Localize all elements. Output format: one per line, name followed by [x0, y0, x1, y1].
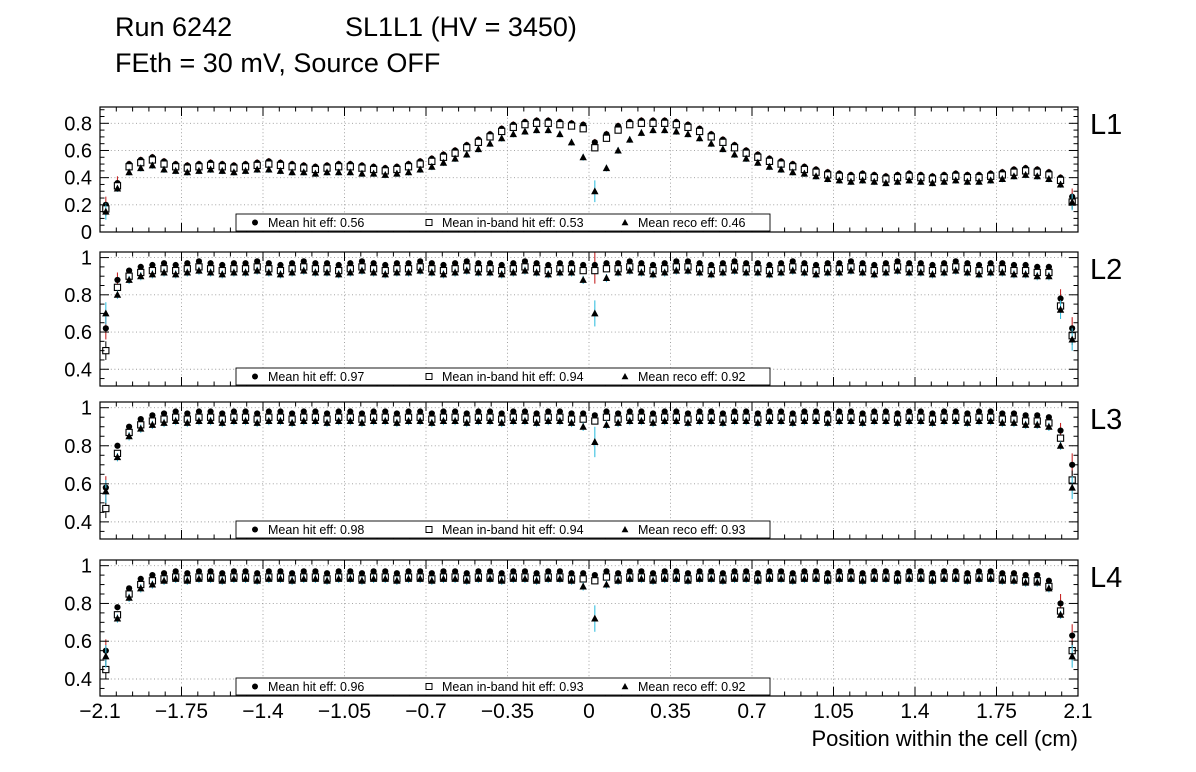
triangle-marker-icon — [621, 373, 629, 380]
series-inband-markers — [102, 119, 1076, 213]
series-inband-errorbars — [105, 574, 1073, 679]
efficiency-chart: 0 0.2 0.4 0.6 0.8 L1 Mean hit eff: 0.56 Mean in… — [64, 106, 1122, 751]
y-tick-label: 0.8 — [64, 113, 92, 135]
y-tick-label: 1 — [81, 398, 92, 420]
legend-L2: Mean hit eff: 0.97 Mean in-band hit eff: … — [235, 367, 771, 386]
legend-box — [235, 367, 771, 386]
circle-marker-icon — [252, 373, 258, 380]
y-tick-label: 1 — [81, 248, 92, 270]
panel-label-L3: L3 — [1090, 404, 1122, 436]
legend-entry-label: Mean hit eff: 0.96 — [268, 680, 364, 694]
y-tick-label: 0.8 — [64, 593, 92, 615]
series-reco-errorbars — [105, 266, 1073, 351]
x-tick-label: 2.1 — [1063, 700, 1092, 723]
legend-L4: Mean hit eff: 0.96 Mean in-band hit eff: … — [235, 677, 771, 696]
panel-L1: 0 0.2 0.4 0.6 0.8 L1 Mean hit eff: 0.56 Mean in… — [64, 106, 1122, 244]
y-tick-label: 0.8 — [64, 436, 92, 458]
y-tick-label: 0.4 — [64, 512, 92, 534]
series-inband-markers — [102, 413, 1076, 513]
y-tick-label: 1 — [81, 556, 92, 578]
plot-title-chamber: SL1L1 (HV = 3450) — [345, 12, 577, 42]
legend-box — [235, 520, 771, 539]
legend-box — [235, 677, 771, 696]
panel-label-L2: L2 — [1090, 254, 1122, 286]
y-tick-label: 0 — [81, 222, 92, 244]
x-tick-label: 0 — [583, 700, 595, 723]
x-tick-label: −0.7 — [405, 700, 446, 723]
circle-marker-icon — [252, 526, 258, 533]
panel-label-L1: L1 — [1090, 109, 1122, 141]
circle-marker-icon — [252, 219, 258, 226]
legend-box — [235, 213, 771, 232]
legend-L3: Mean hit eff: 0.98 Mean in-band hit eff: … — [235, 520, 771, 539]
square-marker-icon — [425, 373, 433, 380]
x-tick-label: 1.4 — [900, 700, 930, 723]
y-tick-label: 0.8 — [64, 285, 92, 307]
series-hit-errorbars — [105, 569, 1073, 662]
legend-entry-label: Mean reco eff: 0.46 — [638, 216, 746, 230]
square-marker-icon — [425, 526, 433, 533]
x-tick-label: 0.35 — [650, 700, 691, 723]
legend-entry-label: Mean in-band hit eff: 0.53 — [442, 216, 584, 230]
series-reco-markers — [102, 126, 1076, 215]
y-tick-label: 0.6 — [64, 322, 92, 344]
x-tick-label: −1.75 — [155, 700, 208, 723]
series-reco-markers — [102, 417, 1076, 495]
x-tick-label: −0.35 — [481, 700, 534, 723]
legend-entry-label: Mean reco eff: 0.93 — [638, 523, 746, 537]
y-tick-label: 0.6 — [64, 140, 92, 162]
x-tick-label: −2.1 — [79, 700, 120, 723]
series-reco-markers — [102, 266, 1076, 343]
panel-L4: 0.4 0.6 0.8 1 L4 Mean hit eff: 0.96 Mean in-ba… — [64, 556, 1122, 697]
y-tick-label: 0.4 — [64, 669, 92, 691]
triangle-marker-icon — [621, 683, 629, 690]
legend-entry-label: Mean reco eff: 0.92 — [638, 370, 746, 384]
y-tick-label: 0.4 — [64, 359, 92, 381]
panel-label-L4: L4 — [1090, 562, 1122, 594]
panel-L2: 0.4 0.6 0.8 1 L2 Mean hit eff: 0.97 Mean in-ba… — [64, 248, 1122, 387]
legend-L1: Mean hit eff: 0.56 Mean in-band hit eff: … — [235, 213, 771, 232]
legend-entry-label: Mean hit eff: 0.56 — [268, 216, 364, 230]
series-hit-markers — [102, 408, 1076, 491]
panel-L3: 0.4 0.6 0.8 1 L3 Mean hit eff: 0.98 Mean in-ba… — [64, 398, 1122, 540]
y-tick-label: 0.6 — [64, 631, 92, 653]
square-marker-icon — [425, 683, 433, 690]
series-reco-errorbars — [105, 126, 1073, 220]
series-inband-errorbars — [105, 264, 1073, 360]
circle-marker-icon — [252, 683, 258, 690]
x-axis-labels: −2.1 −1.75 −1.4 −1.05 −0.7 −0.35 0 0.35 0.7 1.05 1… — [79, 700, 1092, 751]
axis-ticks — [99, 107, 1079, 233]
x-tick-label: 1.05 — [813, 700, 854, 723]
y-tick-label: 0.2 — [64, 195, 92, 217]
triangle-marker-icon — [621, 219, 629, 226]
legend-entry-label: Mean in-band hit eff: 0.94 — [442, 370, 584, 384]
legend-entry-label: Mean in-band hit eff: 0.94 — [442, 523, 584, 537]
plot-title-subtitle: FEth = 30 mV, Source OFF — [115, 48, 441, 78]
x-tick-label: 1.75 — [976, 700, 1017, 723]
x-axis-title: Position within the cell (cm) — [811, 726, 1078, 751]
x-tick-label: −1.4 — [242, 700, 284, 723]
legend-entry-label: Mean in-band hit eff: 0.93 — [442, 680, 584, 694]
legend-entry-label: Mean hit eff: 0.97 — [268, 370, 364, 384]
x-tick-label: 0.7 — [737, 700, 766, 723]
plot-title-run: Run 6242 — [115, 12, 233, 42]
series-hit-markers — [102, 568, 1076, 654]
y-tick-label: 0.6 — [64, 474, 92, 496]
series-hit-markers — [102, 258, 1076, 332]
series-reco-markers — [102, 574, 1076, 660]
series-inband-errorbars — [105, 414, 1073, 519]
legend-entry-label: Mean reco eff: 0.92 — [638, 680, 746, 694]
y-tick-label: 0.4 — [64, 168, 92, 190]
x-tick-label: −1.05 — [318, 700, 371, 723]
triangle-marker-icon — [621, 526, 629, 533]
square-marker-icon — [425, 219, 433, 226]
legend-entry-label: Mean hit eff: 0.98 — [268, 523, 364, 537]
